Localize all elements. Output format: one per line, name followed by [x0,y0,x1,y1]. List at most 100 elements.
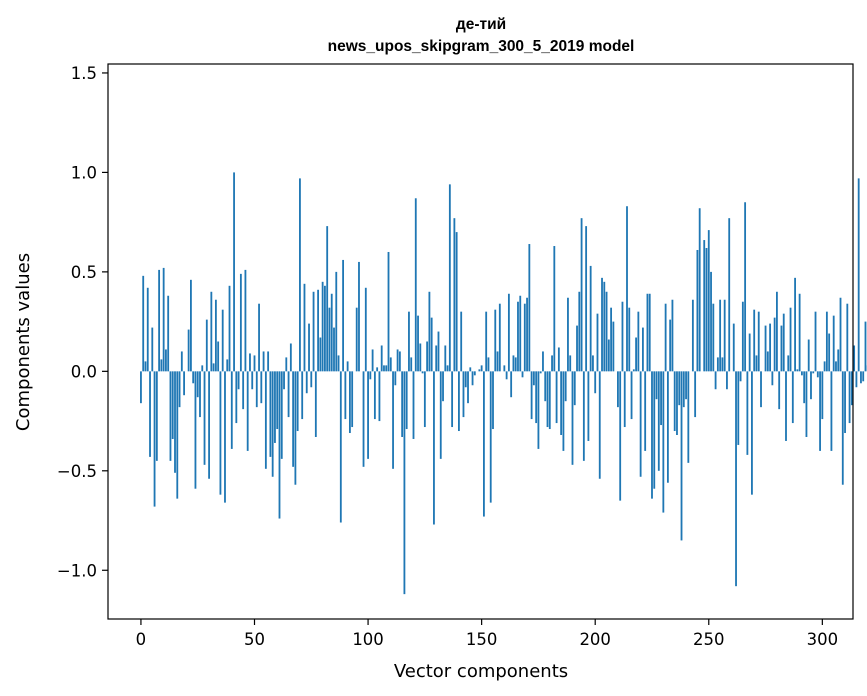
bar [249,353,251,372]
bar [162,267,165,372]
bar [367,371,369,459]
bar [337,355,340,372]
bar [187,329,190,372]
bar [546,371,549,428]
bar [414,198,417,372]
bar [308,323,310,372]
bar [142,275,145,372]
bar [694,371,697,418]
bar [453,218,456,372]
bar [217,341,220,372]
x-tick-label: 100 [352,630,384,649]
bar [648,293,651,372]
bar [812,371,815,374]
bar [526,297,528,372]
bar [246,371,249,451]
bar [253,355,256,372]
bar [732,323,735,372]
bar [151,327,154,372]
bar [376,367,379,372]
bar [828,333,831,372]
bar [626,206,628,372]
bar [800,371,803,376]
bar [190,279,192,372]
bar [741,301,744,372]
bar [471,371,474,386]
bar [805,371,808,437]
bar [278,371,281,519]
bar [748,333,751,372]
bar [567,297,569,372]
bar [462,371,465,418]
bar [219,371,222,495]
bar [344,371,347,420]
bar [512,355,515,372]
bar [171,371,174,439]
bar [739,371,742,382]
bar [221,309,224,372]
bar [423,371,426,428]
bar [260,371,263,404]
bar [582,371,585,461]
bar [521,371,524,378]
bar [598,371,601,479]
bar [403,371,406,595]
bar [214,299,217,372]
bar [789,307,792,372]
bar [553,246,556,372]
bar [255,371,258,408]
bar [439,371,442,459]
bar [180,351,183,372]
bar [310,371,313,388]
bar [412,371,415,439]
bar [378,371,381,422]
bar [383,365,385,372]
bar [494,309,497,372]
y-axis-label: Components values [13,253,34,431]
bar [144,361,147,372]
bar [410,357,413,372]
bar [798,293,801,372]
bar [205,319,208,372]
bar [335,271,338,372]
bar [612,321,615,372]
bar [723,299,726,372]
bar [580,218,583,372]
x-tick-label: 150 [466,630,498,649]
bar [537,371,540,449]
bar [269,371,272,457]
bar [862,371,865,382]
bar [244,269,247,372]
bar [455,232,458,372]
bar [776,291,778,372]
bar [594,371,597,394]
bar [385,365,388,372]
bar [716,357,719,372]
bar [571,371,574,465]
bar [458,371,460,432]
bar [169,371,172,461]
bar [167,295,170,372]
bar [653,371,656,489]
bar [687,371,690,463]
bar [398,351,401,372]
bar [844,371,846,434]
y-tick-label: 0.5 [71,263,97,282]
bar [174,371,176,473]
bar [573,371,576,406]
bar [576,325,578,372]
bar [719,299,722,372]
bar [276,371,279,430]
bar [239,273,242,372]
bar [728,218,731,372]
bar [819,371,821,451]
bar [760,371,762,408]
bar [351,371,354,428]
bar [864,321,867,372]
bar [803,371,806,404]
bar [258,303,260,372]
bar [860,371,862,384]
bar [289,343,292,372]
bar [330,293,333,372]
x-tick-label: 250 [693,630,725,649]
